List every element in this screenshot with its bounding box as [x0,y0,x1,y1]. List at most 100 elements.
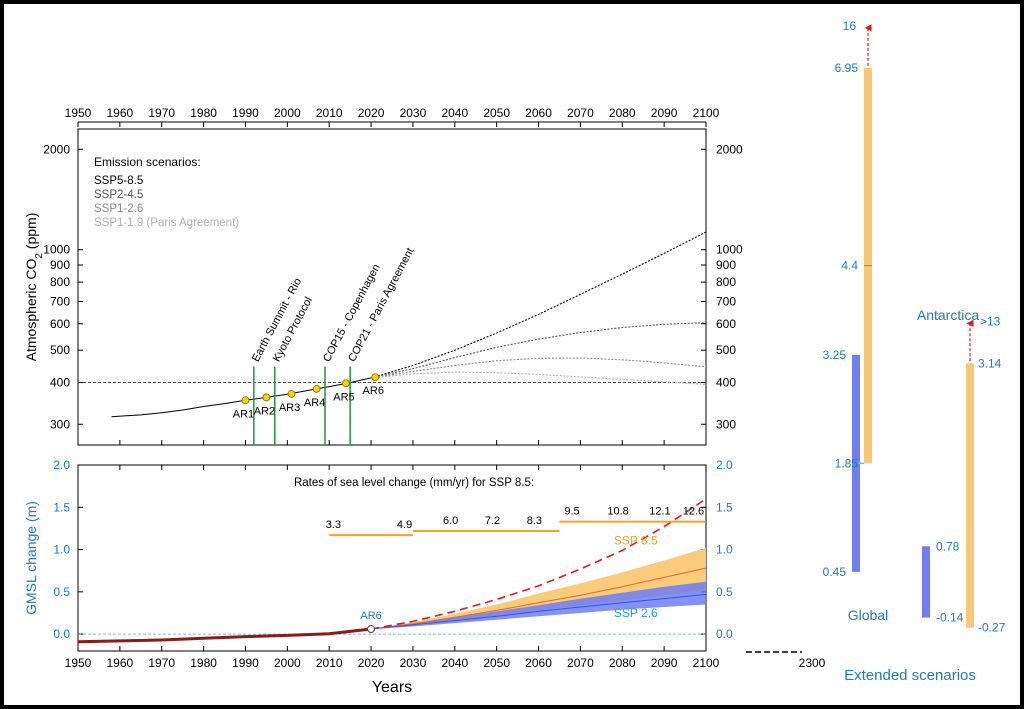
co2-y-axis: 300 300 400 400 500 500 600 600 700 700 800 800 900 9… [43,142,743,431]
gmsl-left-tick-label: 1.5 [53,500,70,514]
co2-right-tick-label: 600 [716,317,736,331]
report-label: AR6 [363,385,384,397]
legend-item: SSP1-1.9 (Paris Agreement) [94,217,239,229]
co2-right-tick-label: 300 [716,417,736,431]
ssp85-label: SSP 8.5 [614,533,658,547]
gmsl-left-tick-label: 0.5 [53,585,70,599]
legend-title: Emission scenarios: [94,155,201,169]
co2-right-tick-label: 400 [716,376,736,390]
gmsl-left-tick-label: 0.0 [53,627,70,641]
extended-low-label: -0.14 [936,611,964,625]
top-tick-label: 2010 [316,106,343,120]
gmsl-left-tick-label: 2.0 [53,458,70,472]
co2-scenario-ssp245 [370,322,707,379]
rate-value: 8.3 [527,515,542,527]
co2-right-tick-label: 700 [716,294,736,308]
gmsl-x-tick-label: 1960 [107,656,134,670]
top-tick-label: 2020 [358,106,385,120]
extended-high-label: 3.14 [978,356,1002,370]
gmsl-x-tick-label: 2040 [441,656,468,670]
extended-arrow-label: >13 [980,314,1001,328]
top-tick-label: 1980 [190,106,217,120]
gmsl-x-tick-label: 2030 [400,656,427,670]
gmsl-right-tick-label: 2.0 [716,458,733,472]
rate-value: 12.6 [683,506,704,518]
report-label: AR1 [233,408,254,420]
report-marker [241,396,250,405]
gmsl-x-tick-label: 2050 [483,656,510,670]
gmsl-y-axis-label: GMSL change (m) [23,501,39,615]
ssp85-band [371,547,706,629]
report-label: AR2 [254,405,275,417]
report-label: AR5 [333,391,354,403]
extended-title: Extended scenarios [844,667,976,684]
co2-right-tick-label: 800 [716,275,736,289]
ssp26-label: SSP 2.6 [614,606,658,620]
gmsl-y-axis: 0.0 0.0 0.5 0.5 1.0 1.0 1.5 1.5 2.0 2.0 [53,458,802,653]
high-end-dashed [370,498,707,630]
top-tick-label: 2000 [274,106,301,120]
co2-panel-frame [77,128,707,446]
co2-left-tick-label: 600 [50,317,70,331]
gmsl-right-tick-label: 1.5 [716,500,733,514]
observed-line [77,627,372,644]
extended-low-label: 0.45 [823,565,847,579]
rate-value: 6.0 [443,515,458,527]
extended-low-label: 1.85 [835,456,859,470]
gmsl-x-tick-label: 1980 [190,656,217,670]
x-axis-label: Years [372,679,412,696]
extended-high-label: 6.95 [835,61,859,75]
co2-report-markers: AR1 AR2 AR3 AR4 AR5 AR6 [233,373,384,420]
report-marker [342,379,350,388]
gmsl-x-tick-label: 1990 [232,656,259,670]
top-tick-label: 1960 [107,106,134,120]
legend-item: SSP5-8.5 [94,175,143,187]
sea-level-co2-figure: 1950 1960 1970 1980 1990 2000 2010 2020 2030 2040… [23,19,1006,696]
top-tick-label: 2040 [441,106,468,120]
top-tick-label: 1970 [148,106,175,120]
co2-left-tick-label: 900 [50,258,70,272]
ssp26-band [371,581,706,629]
co2-right-tick-label: 500 [716,343,736,357]
gmsl-right-tick-label: 1.0 [716,543,733,557]
report-label: AR3 [279,402,300,414]
extended-high-label: 0.78 [936,539,960,553]
rate-value: 9.5 [564,506,579,518]
gmsl-x-tick-label: 1970 [148,656,175,670]
extended-arrow-label: 16 [843,19,857,33]
co2-scenario-ssp585 [370,231,707,379]
co2-legend: Emission scenarios: SSP5-8.5 SSP2-4.5 SSP1-… [94,155,239,229]
extended-bar [966,363,974,628]
co2-right-tick-label: 900 [716,258,736,272]
report-label: AR4 [304,397,325,409]
gmsl-x-tick-label: 2000 [274,656,301,670]
co2-top-x-axis: 1950 1960 1970 1980 1990 2000 2010 2020 2030 2040… [65,106,720,445]
top-tick-label: 2030 [400,106,427,120]
gmsl-series: AR6 SSP 8.5 SSP 2.6 [77,498,707,644]
co2-scenario-ssp126 [371,357,707,379]
top-tick-label: 2080 [609,106,636,120]
co2-left-tick-label: 800 [50,275,70,289]
gmsl-left-tick-label: 1.0 [53,543,70,557]
gmsl-x-tick-label: 2020 [358,656,385,670]
ar6-circle [367,625,376,634]
co2-left-tick-label: 2000 [43,142,70,156]
report-marker [287,389,296,398]
group-label-global: Global [848,607,888,623]
gmsl-right-tick-label: 0.5 [716,585,733,599]
rate-value: 4.9 [397,519,412,531]
co2-left-tick-label: 400 [50,376,70,390]
top-tick-label: 1990 [232,106,259,120]
extended-bar [922,546,930,618]
top-tick-label: 1950 [65,106,92,120]
extended-high-label: 3.25 [823,348,847,362]
extended-mid-label: 4.4 [841,259,858,273]
rate-value: 3.3 [326,519,341,531]
gmsl-x-tick-label: 2080 [609,656,636,670]
co2-right-tick-label: 1000 [716,243,743,257]
rate-value: 10.8 [607,506,628,518]
ar6-label: AR6 [360,610,381,622]
gmsl-extra-x-tick-label: 2300 [799,656,826,670]
report-marker [262,393,271,402]
report-marker [371,373,380,382]
